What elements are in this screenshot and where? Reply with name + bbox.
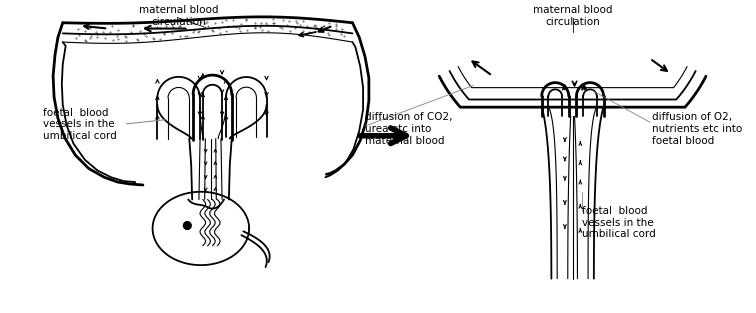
Text: maternal blood
circulation: maternal blood circulation xyxy=(533,5,612,27)
Text: maternal blood
circulation: maternal blood circulation xyxy=(139,5,218,27)
Text: diffusion of CO2,
urea etc into
maternal blood: diffusion of CO2, urea etc into maternal… xyxy=(365,112,453,146)
Text: foetal  blood
vessels in the
umbilical cord: foetal blood vessels in the umbilical co… xyxy=(43,108,117,141)
Text: foetal  blood
vessels in the
umbilical cord: foetal blood vessels in the umbilical co… xyxy=(582,206,656,239)
Circle shape xyxy=(184,222,191,229)
Text: diffusion of O2,
nutrients etc into
foetal blood: diffusion of O2, nutrients etc into foet… xyxy=(652,112,742,146)
